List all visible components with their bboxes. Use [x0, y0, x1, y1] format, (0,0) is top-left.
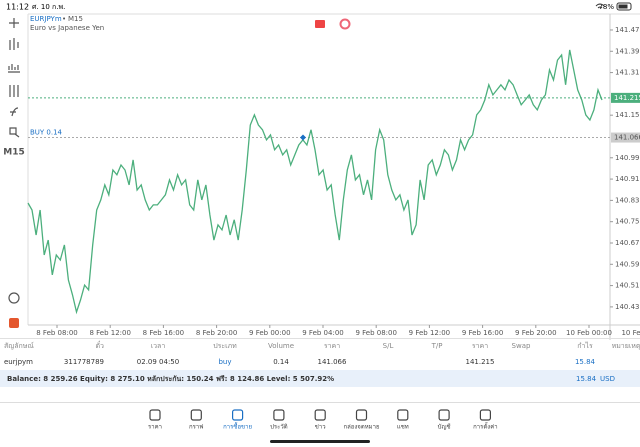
nav-label[interactable]: การตั้งค่า	[473, 421, 497, 431]
column-header: สัญลักษณ์	[4, 342, 34, 350]
column-header: Swap	[512, 342, 531, 350]
x-tick-label: 10 Feb 04:0	[621, 329, 640, 337]
current-price-box	[611, 92, 640, 103]
nav-label[interactable]: ราคา	[148, 424, 162, 431]
column-header: ประเภท	[213, 342, 237, 350]
balance-text: Balance: 8 259.26 Equity: 8 275.10 หลักป…	[7, 375, 334, 383]
date: ศ. 10 ก.พ.	[32, 3, 65, 11]
time: 11:12	[6, 3, 29, 12]
y-tick-label: 140.510	[615, 282, 640, 290]
y-tick-label: 141.390	[615, 47, 640, 55]
cell: eurjpym	[4, 358, 33, 366]
balance-currency: USD	[600, 375, 615, 383]
x-tick-label: 8 Feb 16:00	[143, 329, 184, 337]
y-tick-label: 140.910	[615, 175, 640, 183]
battery-level	[618, 4, 628, 9]
y-tick-label: 140.750	[615, 218, 640, 226]
nav-icon[interactable]	[355, 409, 368, 421]
nav-icon[interactable]	[232, 409, 244, 421]
y-tick-label: 140.670	[615, 239, 640, 247]
nav-label[interactable]: การซื้อขาย	[223, 421, 252, 431]
entry-marker	[300, 134, 306, 141]
x-tick-label: 9 Feb 16:00	[462, 329, 503, 337]
timeframe[interactable]: M15	[3, 148, 24, 158]
table-border	[0, 338, 640, 339]
y-tick-label: 140.590	[615, 260, 640, 268]
nav-icon[interactable]	[149, 409, 161, 421]
order-label: BUY 0.14	[30, 129, 63, 137]
column-header: ตั๋ว	[96, 341, 105, 350]
subtitle: Euro vs Japanese Yen	[30, 24, 104, 32]
nav-label[interactable]: กราฟ	[189, 424, 203, 431]
x-tick-label: 9 Feb 20:00	[515, 329, 556, 337]
cell: 141.215	[466, 358, 495, 366]
nav-icon[interactable]	[314, 409, 326, 421]
balance-row	[0, 370, 640, 387]
order-price-box	[611, 132, 640, 143]
order-price-label: 141.066	[614, 134, 640, 142]
current-price-label: 141.215	[614, 94, 640, 102]
nav-label[interactable]: แชท	[397, 424, 409, 431]
nav-label[interactable]: ประวัติ	[270, 424, 288, 431]
battery-icon	[616, 2, 632, 11]
x-tick-label: 8 Feb 20:00	[196, 329, 237, 337]
cell: 02.09 04:50	[137, 358, 179, 366]
y-tick-label: 140.830	[615, 196, 640, 204]
nav-icon[interactable]	[397, 409, 409, 421]
objects-icon[interactable]	[9, 127, 20, 138]
y-tick-label: 141.150	[615, 111, 640, 119]
nav-label[interactable]: ข่าว	[315, 424, 326, 431]
column-header: ราคา	[324, 342, 340, 350]
settings-icon[interactable]	[9, 85, 19, 97]
x-tick-label: 9 Feb 00:00	[249, 329, 290, 337]
app-icon[interactable]	[9, 318, 19, 328]
cell: 141.066	[318, 358, 347, 366]
column-header: หมายเหตุ	[612, 342, 640, 350]
home-indicator	[270, 440, 370, 443]
nav-icon[interactable]	[479, 409, 491, 421]
nav-icon[interactable]	[273, 409, 285, 421]
cell: 311778789	[64, 358, 104, 366]
nav-border	[0, 402, 640, 403]
column-header: กำไร	[577, 341, 593, 350]
separator: •	[62, 15, 66, 23]
nav-label[interactable]: กล่องจดหมาย	[343, 424, 379, 431]
period: M15	[68, 15, 83, 23]
bars-icon[interactable]	[8, 64, 20, 73]
x-tick-label: 9 Feb 04:00	[302, 329, 343, 337]
y-tick-label: 141.310	[615, 69, 640, 77]
symbol: EURJPYm	[30, 15, 62, 23]
column-header: Volume	[268, 342, 294, 350]
y-tick-label: 141.470	[615, 26, 640, 34]
indicator-icon[interactable]	[9, 38, 19, 50]
x-tick-label: 8 Feb 08:00	[36, 329, 77, 337]
x-tick-label: 8 Feb 12:00	[89, 329, 130, 337]
x-tick-label: 10 Feb 00:00	[566, 329, 612, 337]
nav-icon[interactable]	[438, 409, 450, 421]
column-header: ราคา	[472, 342, 488, 350]
zoom-icon[interactable]	[8, 292, 20, 304]
x-tick-label: 9 Feb 08:00	[355, 329, 396, 337]
price-line	[27, 49, 603, 315]
function-icon[interactable]	[10, 107, 19, 117]
column-header: เวลา	[151, 342, 166, 350]
trade-button[interactable]	[315, 20, 325, 28]
y-tick-label: 140.430	[615, 303, 640, 311]
cell: 0.14	[273, 358, 289, 366]
column-header: S/L	[383, 342, 394, 350]
column-header: T/P	[431, 342, 443, 350]
battery: 78%	[598, 3, 614, 11]
cell: buy	[218, 358, 231, 366]
balance-profit: 15.84	[576, 375, 597, 383]
wifi	[595, 3, 605, 9]
cell: 15.84	[575, 358, 596, 366]
signal-button[interactable]	[339, 18, 351, 30]
x-tick-label: 9 Feb 12:00	[409, 329, 450, 337]
nav-label[interactable]: บัญชี	[438, 423, 451, 431]
crosshair-icon[interactable]	[9, 18, 19, 28]
nav-icon[interactable]	[190, 409, 202, 421]
y-tick-label: 140.990	[615, 154, 640, 162]
